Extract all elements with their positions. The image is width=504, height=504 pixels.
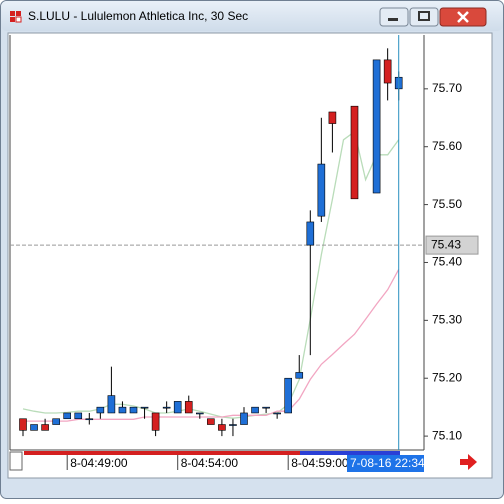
candle-body (196, 412, 204, 415)
candle-body (262, 406, 270, 409)
candle-body (173, 401, 182, 414)
x-tick-label: 8-04:59:00 (291, 456, 349, 470)
candle-body (74, 412, 83, 420)
y-tick-label: 75.70 (432, 81, 462, 95)
y-tick-label: 75.10 (432, 428, 462, 442)
maximize-button[interactable] (409, 7, 439, 27)
candle-body (63, 412, 72, 420)
app-icon (10, 11, 22, 23)
title-bar (1, 1, 503, 31)
y-tick-label: 75.50 (432, 197, 462, 211)
candle-body (350, 105, 359, 200)
candle-body (85, 418, 94, 421)
candle-body (162, 406, 171, 409)
candle-body (129, 406, 138, 414)
candle-body (96, 406, 105, 414)
x-tick-label: 8-04:49:00 (70, 456, 128, 470)
y-tick-label: 75.60 (432, 139, 462, 153)
candle-body (229, 424, 237, 426)
candle-body (306, 221, 315, 246)
candle-body (383, 59, 392, 84)
candle-body (372, 59, 381, 194)
close-button[interactable] (439, 7, 487, 27)
cursor-label-box (347, 455, 424, 472)
candle-body (52, 418, 60, 425)
candle-body (295, 372, 304, 379)
y-tick-label: 75.40 (432, 255, 462, 269)
candle-body (41, 424, 49, 431)
candle-body (273, 412, 281, 415)
y-tick-label: 75.30 (432, 313, 462, 327)
scroll-strip (24, 451, 400, 455)
candle-body (30, 424, 38, 431)
chart-area (7, 32, 493, 479)
candle-body (140, 406, 149, 409)
last-price-label: 75.43 (431, 237, 461, 251)
x-tick-label: 8-04:54:00 (181, 456, 239, 470)
minimize-button[interactable] (379, 7, 409, 27)
cursor-label: 7-08-16 22:34:00 (350, 456, 442, 470)
candle-body (151, 412, 160, 431)
candle-body (284, 377, 293, 414)
scroll-box[interactable] (9, 451, 23, 471)
moving-average-line (22, 130, 400, 419)
scroll-right-arrow[interactable] (460, 454, 477, 470)
y-tick-label: 75.20 (432, 370, 462, 384)
candle-body (19, 418, 27, 431)
scroll-thumb[interactable] (300, 451, 400, 455)
candle-body (240, 412, 248, 425)
candle-body (317, 163, 326, 217)
candle-body (184, 401, 193, 414)
candle-body (107, 395, 116, 414)
candle-body (328, 111, 337, 124)
candle-body (218, 424, 226, 431)
candle-body (251, 406, 259, 414)
candle-body (207, 418, 215, 425)
window-title: S.LULU - Lululemon Athletica Inc, 30 Sec (28, 9, 248, 23)
candle-body (118, 406, 127, 414)
last-price-box (425, 235, 479, 255)
